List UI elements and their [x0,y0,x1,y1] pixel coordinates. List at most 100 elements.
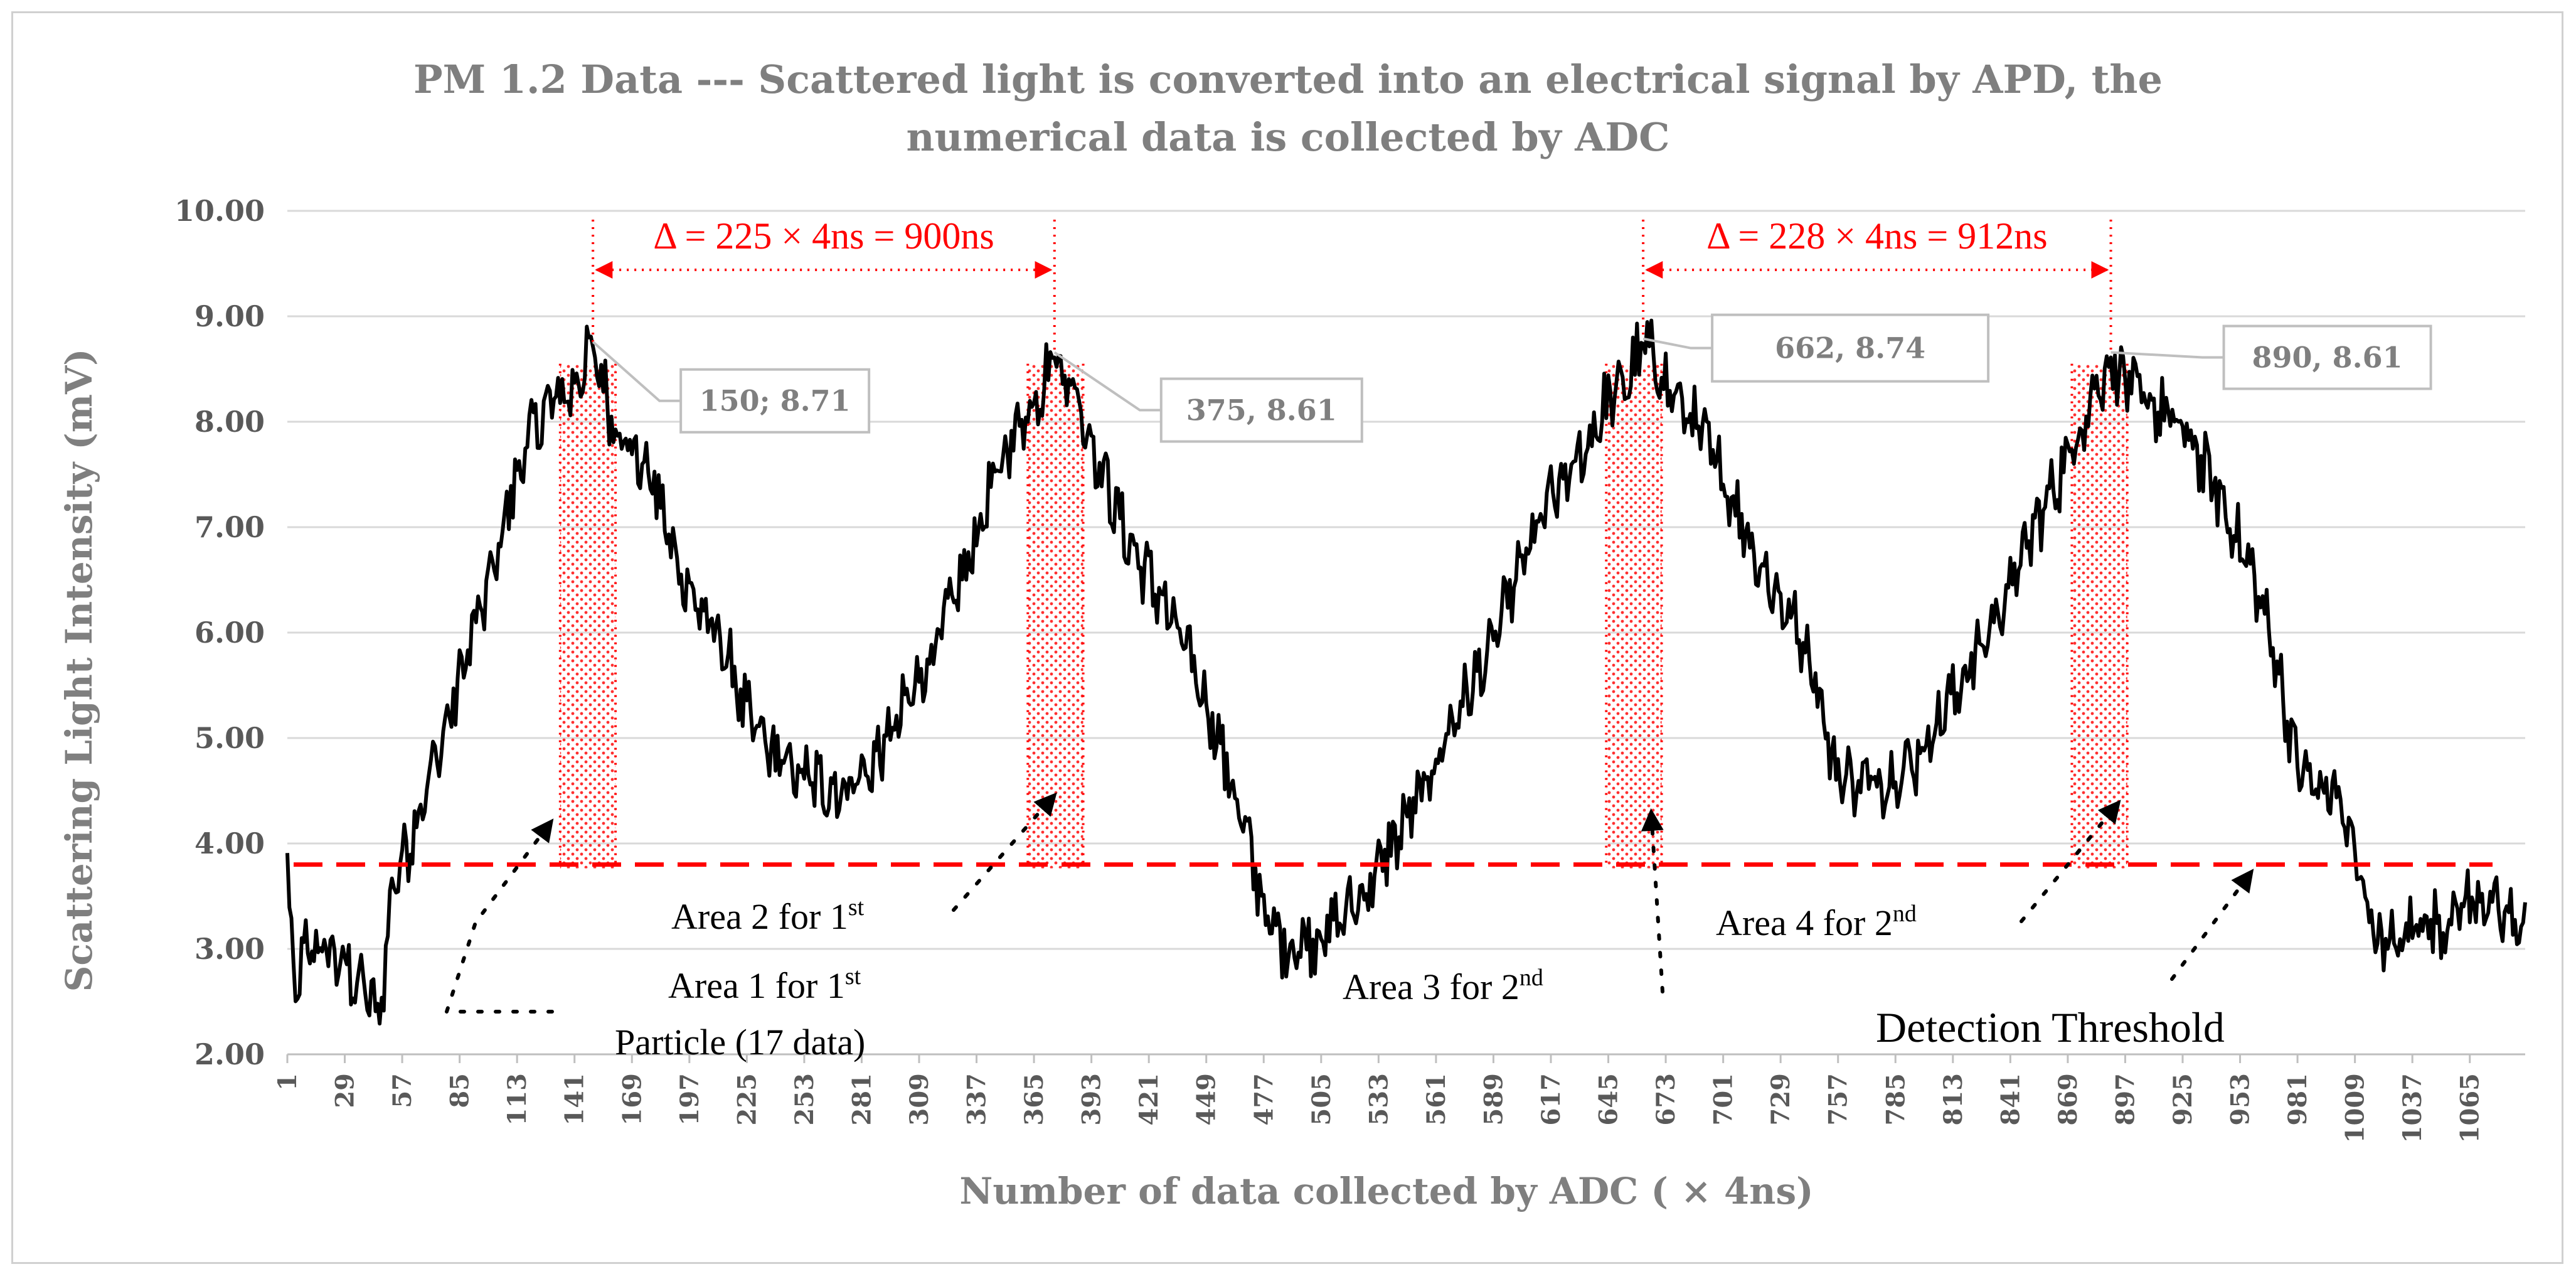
x-tick-label: 141 [560,1073,590,1126]
x-tick-label: 1009 [2341,1073,2370,1143]
callout-box [1711,313,1990,383]
callout-label: 375, 8.61 [1186,393,1337,427]
x-tick-label: 85 [445,1073,475,1108]
x-tick-label: 253 [790,1073,819,1126]
callout-leader [2110,351,2224,359]
callout-box [2222,324,2432,390]
x-tick-label: 757 [1824,1073,1853,1126]
x-tick-label: 309 [905,1073,934,1126]
x-tick-label: 897 [2110,1073,2140,1126]
x-tick-label: 981 [2283,1073,2313,1126]
y-tick-label: 2.00 [194,1037,265,1071]
area-1-label: Area 1 for 1st [668,963,861,1006]
annotation-pointers [444,792,2254,1014]
y-tick-label: 3.00 [194,932,265,966]
integration-areas [558,363,2129,869]
y-tick-label: 7.00 [194,510,265,544]
x-tick-label: 561 [1422,1073,1451,1126]
callout-leader [592,341,681,402]
callout-leader [1642,337,1713,350]
x-tick-label: 505 [1307,1073,1336,1126]
callout-box [679,368,871,434]
x-tick-label: 449 [1192,1073,1221,1126]
spacing-label: Δ = 225 × 4ns = 900ns [653,215,994,257]
peak-callouts: 150; 8.71 375, 8.61 662, 8.74 890, 8.61 [592,313,2432,443]
signal-series [285,318,2527,1025]
peak-callout: 150; 8.71 [592,341,871,434]
x-tick-label: 1 [273,1073,302,1091]
x-axis-ticks: 1 29 57 85 113 141 169 197 225 253 281 309 337 365 393… [273,1054,2485,1143]
x-tick-label: 841 [1996,1073,2025,1126]
x-tick-label: 617 [1536,1073,1566,1126]
chart-title-line-1: PM 1.2 Data --- Scattered light is conve… [413,56,2163,102]
x-tick-label: 57 [388,1073,417,1108]
callout-label: 662, 8.74 [1775,331,1925,365]
peak-spacing: Δ = 228 × 4ns = 912ns [1642,215,2112,354]
x-tick-label: 169 [617,1073,647,1126]
integration-area-fill [1606,363,1662,869]
callout-label: 150; 8.71 [700,384,851,418]
area-3-label: Area 3 for 2nd [1343,965,1543,1007]
x-tick-label: 533 [1364,1073,1393,1126]
area-2-pointer [952,792,1057,912]
area-4-label: Area 4 for 2nd [1716,901,1917,943]
signal-line [285,318,2527,1025]
peak-callout: 662, 8.74 [1642,313,1990,383]
x-tick-label: 953 [2226,1073,2255,1126]
y-axis-ticks: 2.00 3.00 4.00 5.00 6.00 7.00 8.00 9.00 10.00 [174,194,265,1071]
peak-callout: 375, 8.61 [1053,351,1363,443]
x-tick-label: 225 [732,1073,762,1126]
gridlines [287,210,2525,1056]
spacing-label: Δ = 228 × 4ns = 912ns [1706,215,2048,257]
x-tick-label: 925 [2168,1073,2198,1126]
integration-area [1605,363,1663,869]
y-tick-label: 8.00 [194,405,265,439]
callout-box [1159,377,1363,443]
integration-area-fill [2072,363,2127,869]
y-tick-label: 5.00 [194,721,265,755]
peak-spacing-annotations: Δ = 225 × 4ns = 900ns Δ = 228 × 4ns = 912… [592,215,2112,354]
threshold-pointer [2170,869,2254,981]
x-tick-label: 1065 [2456,1073,2485,1143]
x-tick-label: 29 [331,1073,360,1108]
x-tick-label: 1037 [2398,1073,2427,1143]
x-tick-label: 197 [675,1073,705,1126]
x-tick-label: 365 [1019,1073,1049,1126]
integration-area-fill [560,363,616,869]
area-3-pointer [1641,808,1664,993]
chart-title-line-2: numerical data is collected by ADC [906,114,1669,160]
x-tick-label: 673 [1651,1073,1681,1126]
area-1-pointer [444,818,554,1014]
y-axis-title: Scattering Light Intensity (mV) [58,348,100,992]
integration-area [558,363,617,869]
integration-area [1026,363,1085,869]
y-tick-label: 10.00 [174,194,265,228]
y-tick-label: 9.00 [194,299,265,333]
detection-threshold-label: Detection Threshold [1876,1003,2225,1051]
y-tick-label: 4.00 [194,827,265,860]
particle-label: Particle (17 data) [615,1022,865,1062]
peak-callout: 890, 8.61 [2110,324,2432,390]
integration-area-fill [1028,363,1083,869]
area-4-pointer [2020,800,2121,923]
integration-area [2070,363,2129,869]
x-tick-label: 589 [1479,1073,1508,1126]
x-tick-label: 785 [1881,1073,1910,1126]
x-tick-label: 113 [503,1073,532,1126]
x-tick-label: 729 [1766,1073,1796,1126]
callout-label: 890, 8.61 [2252,341,2403,375]
x-tick-label: 477 [1249,1073,1279,1126]
x-tick-label: 421 [1134,1073,1164,1126]
x-tick-label: 701 [1709,1073,1738,1126]
x-tick-label: 393 [1077,1073,1107,1126]
x-tick-label: 645 [1594,1073,1624,1126]
x-tick-label: 869 [2053,1073,2083,1126]
area-2-label: Area 2 for 1st [671,894,865,937]
y-tick-label: 6.00 [194,616,265,650]
x-tick-label: 337 [962,1073,992,1126]
x-tick-label: 281 [847,1073,876,1126]
x-axis-title: Number of data collected by ADC ( × 4ns) [959,1170,1813,1212]
peak-spacing: Δ = 225 × 4ns = 900ns [592,215,1056,354]
x-tick-label: 813 [1939,1073,1968,1126]
